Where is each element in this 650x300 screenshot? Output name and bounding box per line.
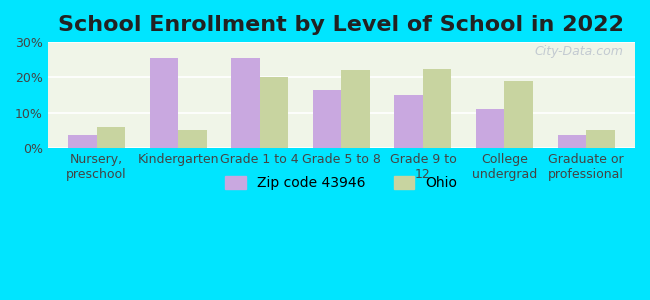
Bar <box>68 136 97 148</box>
Bar <box>423 68 452 148</box>
Bar <box>341 70 370 148</box>
Title: School Enrollment by Level of School in 2022: School Enrollment by Level of School in … <box>58 15 624 35</box>
Bar <box>260 77 289 148</box>
Bar <box>231 58 260 148</box>
Legend: Zip code 43946, Ohio: Zip code 43946, Ohio <box>220 171 463 196</box>
Bar <box>97 127 125 148</box>
Bar <box>504 81 533 148</box>
Bar <box>476 109 504 148</box>
Bar <box>313 90 341 148</box>
Bar <box>586 130 615 148</box>
Text: City-Data.com: City-Data.com <box>534 45 623 58</box>
Bar <box>395 95 423 148</box>
Bar <box>558 136 586 148</box>
Bar <box>178 130 207 148</box>
Bar <box>150 58 178 148</box>
